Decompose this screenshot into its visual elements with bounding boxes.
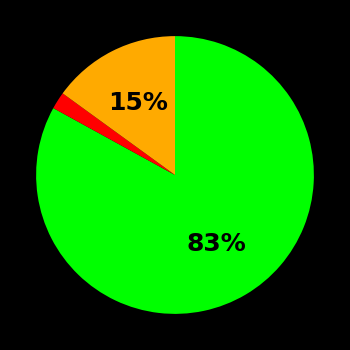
Text: 15%: 15% <box>108 91 168 115</box>
Wedge shape <box>36 36 314 314</box>
Text: 83%: 83% <box>186 232 246 256</box>
Wedge shape <box>63 36 175 175</box>
Wedge shape <box>53 93 175 175</box>
